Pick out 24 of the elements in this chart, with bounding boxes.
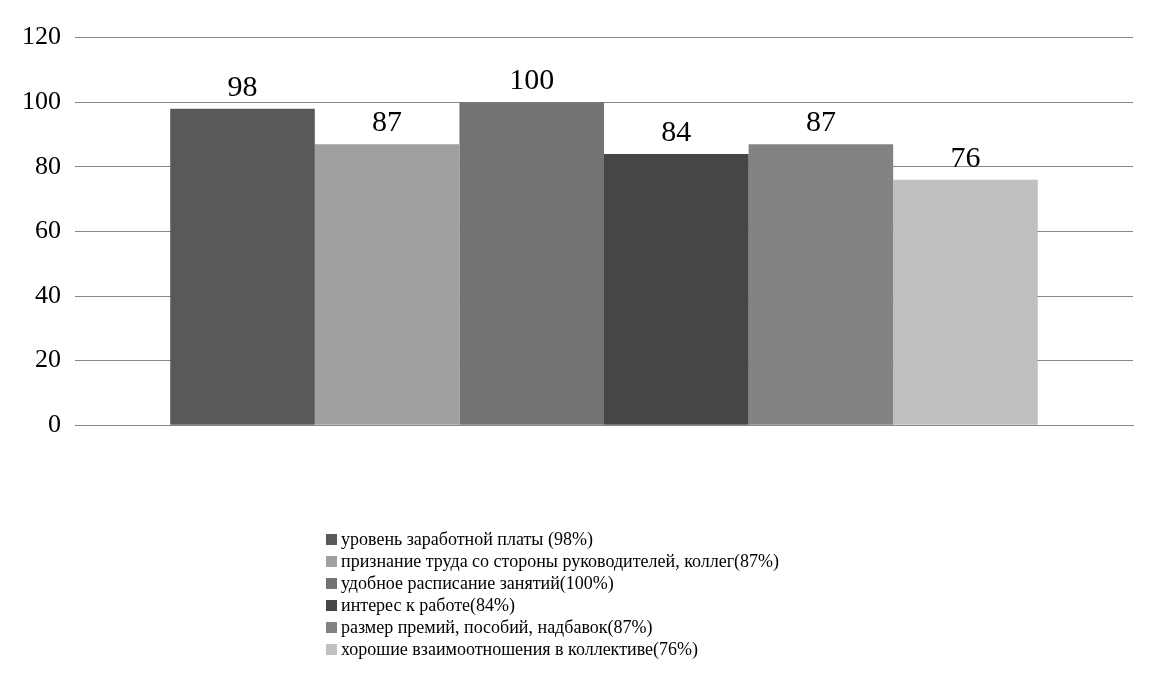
legend-label: признание труда со стороны руководителей, коллег(87%) (341, 550, 780, 572)
y-tick-label: 20 (35, 344, 61, 374)
bar (314, 144, 460, 425)
y-tick-label: 40 (35, 279, 61, 309)
data-label: 87 (372, 104, 403, 138)
data-label: 76 (950, 139, 981, 173)
legend-label: размер премий, пособий, надбавок(87%) (341, 616, 653, 638)
y-tick-label: 80 (35, 150, 61, 180)
y-tick-label: 100 (22, 86, 61, 116)
data-label: 98 (227, 68, 258, 102)
bar (893, 179, 1038, 425)
data-label: 87 (805, 104, 836, 138)
legend-label: интерес к работе(84%) (341, 594, 516, 616)
bar (604, 153, 749, 425)
y-tick-label: 0 (48, 409, 61, 439)
y-tick-label: 120 (22, 21, 61, 51)
data-label: 100 (509, 62, 555, 96)
legend-label: хорошие взаимоотношения в коллективе(76%) (341, 638, 698, 660)
bar (459, 102, 604, 425)
legend-label: уровень заработной платы (98%) (341, 528, 593, 550)
y-tick-label: 60 (35, 215, 61, 245)
bar (170, 108, 315, 425)
legend-label: удобное расписание занятий(100%) (341, 572, 614, 594)
data-label: 84 (661, 113, 692, 147)
